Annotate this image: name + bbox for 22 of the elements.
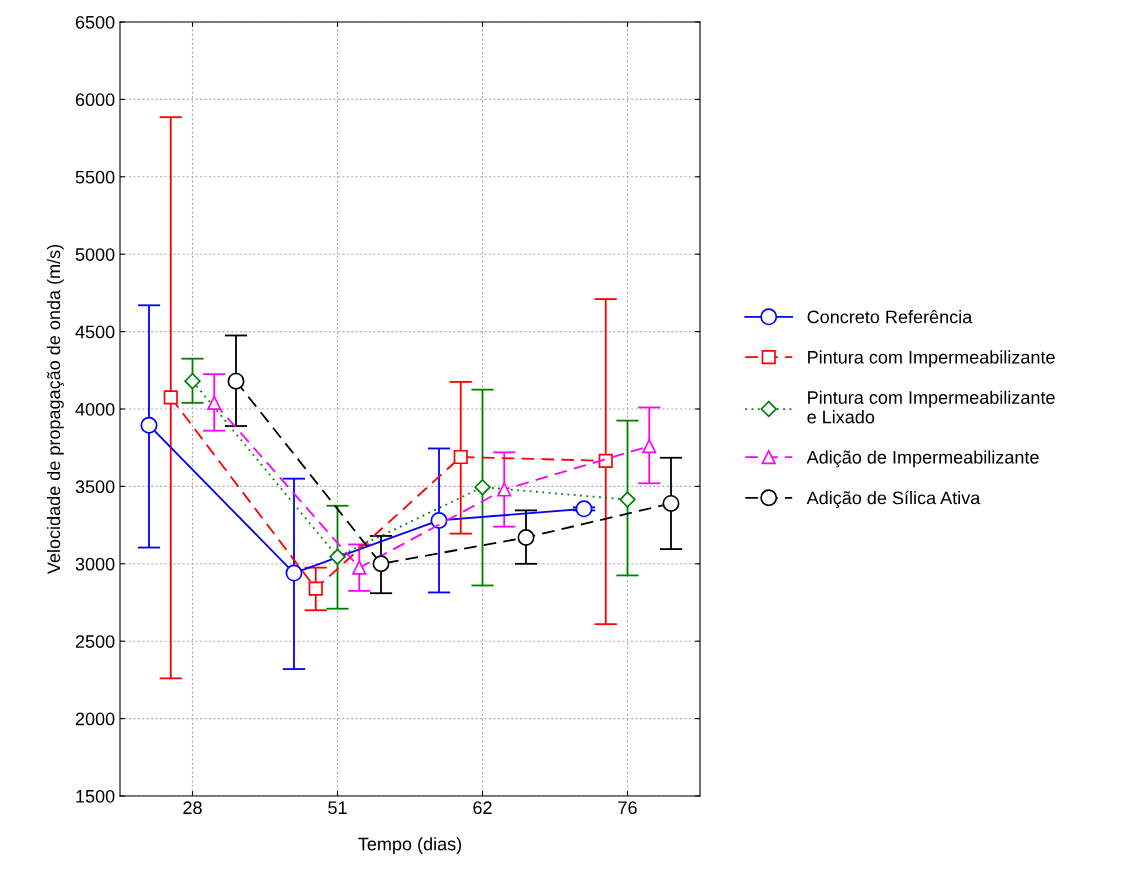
legend-label: Concreto Referência [807,310,973,324]
x-axis-title: Tempo (dias) [358,837,462,854]
y-tick-label: 3500 [75,480,115,494]
y-tick-label: 3000 [75,557,115,571]
y-axis-title: Velocidade de propagação de onda (m/s) [46,244,64,575]
y-tick-label: 6500 [75,15,115,29]
y-tick-label: 2000 [75,712,115,726]
y-tick-label: 4500 [75,325,115,339]
y-tick-label: 6000 [75,93,115,107]
y-tick-label: 4000 [75,402,115,416]
x-tick-label: 28 [183,801,202,815]
y-tick-label: 1500 [76,789,115,803]
y-tick-label: 5500 [75,170,115,184]
x-tick-label: 62 [473,801,492,815]
legend-label: Adição de Sílica Ativa [806,490,981,508]
legend-label: Pintura com Impermeabilizante [808,350,1055,368]
legend-label: Adição de Impermeabilizante [806,450,1039,468]
x-tick-label: 51 [328,801,347,815]
legend-label: Pintura com Impermeabilizante e Lixado [807,390,1055,424]
x-tick-label: 76 [618,801,637,815]
y-tick-label: 5000 [75,248,115,261]
y-tick-label: 2500 [75,635,115,648]
